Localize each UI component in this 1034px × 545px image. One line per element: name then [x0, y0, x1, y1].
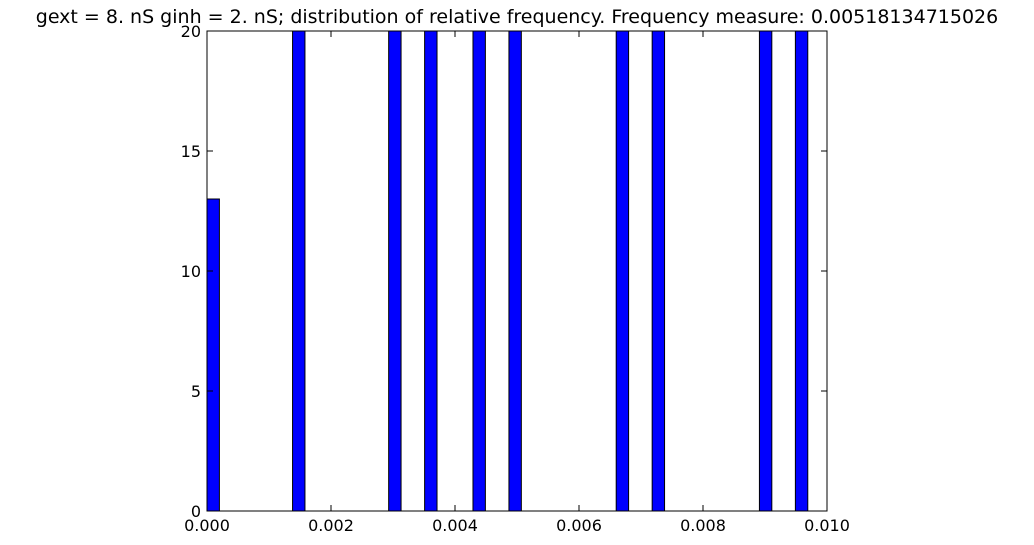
- x-tick-label: 0.002: [308, 516, 354, 535]
- x-tick-label: 0.008: [680, 516, 726, 535]
- plot-frame: [206, 30, 828, 512]
- chart-title: gext = 8. nS ginh = 2. nS; distribution …: [36, 6, 998, 28]
- y-tick-label: 15: [181, 142, 201, 161]
- bar-5: [508, 30, 522, 512]
- y-tick-label: 20: [181, 22, 201, 41]
- ticks-group: 0.000 0.002 0.004 0.006 0.008 0.010 0 5 10 15 20: [181, 22, 850, 535]
- bar-6: [615, 30, 630, 512]
- bar-2: [388, 30, 402, 512]
- x-tick-label: 0.004: [432, 516, 478, 535]
- y-tick-label: 5: [191, 382, 201, 401]
- bar-7: [651, 30, 666, 512]
- x-tick-label: 0.006: [556, 516, 602, 535]
- bar-0: [206, 198, 220, 512]
- bar-8: [758, 30, 773, 512]
- x-tick-label: 0.010: [804, 516, 850, 535]
- y-tick-label: 0: [191, 502, 201, 521]
- x-tick-label: 0.000: [184, 516, 230, 535]
- bar-3: [424, 30, 438, 512]
- bars-group: [206, 30, 809, 512]
- bar-1: [292, 30, 306, 512]
- y-tick-label: 10: [181, 262, 201, 281]
- bar-4: [472, 30, 486, 512]
- bar-9: [794, 30, 809, 512]
